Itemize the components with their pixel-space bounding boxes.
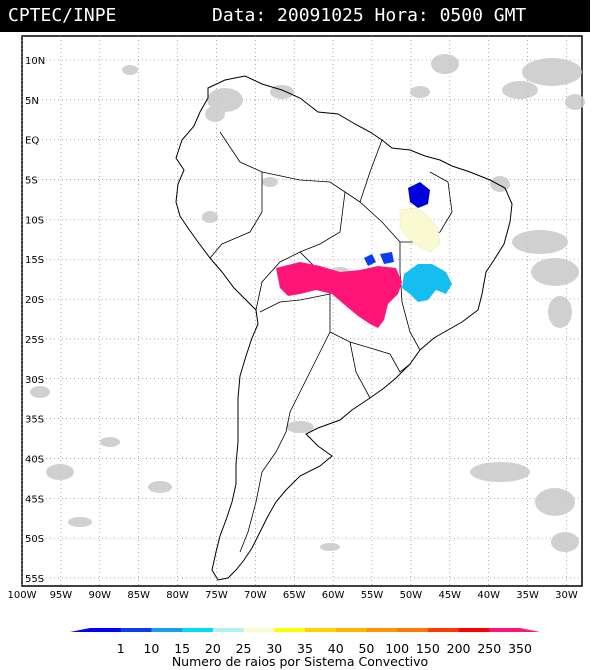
lon-label: 85W <box>127 590 150 601</box>
map-grid <box>21 36 582 586</box>
lat-label: 10S <box>25 215 44 226</box>
lon-label: 35W <box>516 590 539 601</box>
colorbar-segment <box>335 628 367 632</box>
lat-label: 15S <box>25 255 44 266</box>
lon-label: 70W <box>244 590 267 601</box>
lon-label: 50W <box>400 590 423 601</box>
colorbar-segment <box>305 628 337 632</box>
colorbar-segment <box>366 628 398 632</box>
lat-label: 40S <box>25 454 44 465</box>
colorbar-segment <box>397 628 429 632</box>
lon-label: 100W <box>8 590 37 601</box>
colorbar-tick-label: 30 <box>266 641 283 656</box>
colorbar-segment <box>90 628 122 632</box>
colorbar <box>70 628 540 632</box>
datetime-label: Data: 20091025 Hora: 0500 GMT <box>212 5 527 26</box>
lon-label: 45W <box>438 590 461 601</box>
colorbar-segment <box>212 628 245 632</box>
longitude-labels: 100W 95W 90W 85W 80W 75W 70W 65W 60W 55W 50W 45W 40W… <box>8 590 578 601</box>
colorbar-tick-label: 100 <box>385 641 410 656</box>
system-minas <box>402 264 452 302</box>
lat-label: 5S <box>25 175 38 186</box>
colorbar-tick-label: 250 <box>477 641 502 656</box>
colorbar-tick-label: 200 <box>446 641 471 656</box>
colorbar-tick-label: 350 <box>508 641 532 656</box>
colorbar-right-arrow <box>520 628 540 632</box>
source-label: CPTEC/INPE <box>8 5 117 26</box>
colorbar-tick-label: 10 <box>143 641 160 656</box>
lightning-map: 10N5NEQ5S10S15S20S25S30S35S40S45S50S55S … <box>8 35 585 632</box>
lat-label: 5N <box>25 96 39 107</box>
latitude-labels: 10N 5N EQ 5S 10S 15S 20S 25S 30S 35S 40S 45S 50S 55S <box>25 56 45 585</box>
system-central-b <box>380 252 394 264</box>
lat-label: 50S <box>25 534 44 545</box>
system-bahia <box>399 207 441 253</box>
map-border <box>21 35 583 587</box>
country-borders <box>209 131 453 553</box>
lat-label: 25S <box>25 335 44 346</box>
lon-label: 95W <box>50 590 73 601</box>
lat-label: EQ <box>25 136 39 147</box>
colorbar-segment <box>182 628 214 632</box>
lon-label: 40W <box>477 590 500 601</box>
colorbar-tick-label: 150 <box>415 641 440 656</box>
colorbar-caption: Numero de raios por Sistema Convectivo <box>171 654 429 669</box>
colorbar-segment <box>458 628 490 632</box>
colorbar-segment <box>243 628 275 632</box>
colorbar-tick-label: 15 <box>174 641 191 656</box>
colorbar-tick-label: 1 <box>116 641 125 656</box>
convective-systems <box>276 182 452 328</box>
lat-label: 55S <box>25 574 44 585</box>
lon-label: 75W <box>205 590 228 601</box>
map-header: CPTEC/INPE Data: 20091025 Hora: 0500 GMT <box>0 0 590 32</box>
colorbar-left-arrow <box>70 628 90 632</box>
colorbar-segment <box>274 628 306 632</box>
lon-label: 60W <box>322 590 345 601</box>
colorbar-tick-label: 20 <box>204 641 221 656</box>
colorbar-tick-label: 25 <box>235 641 252 656</box>
colorbar-segment <box>489 628 521 632</box>
colorbar-tick-label: 50 <box>358 641 375 656</box>
colorbar-segment <box>151 628 183 632</box>
system-northeast <box>408 182 430 208</box>
colorbar-segment <box>427 628 460 632</box>
system-paraguay <box>276 262 402 328</box>
system-central-a <box>364 254 376 266</box>
south-america-coastline <box>175 75 513 581</box>
lat-label: 45S <box>25 494 44 505</box>
lon-label: 30W <box>555 590 578 601</box>
colorbar-segment <box>120 628 152 632</box>
colorbar-tick-label: 40 <box>327 641 344 656</box>
lat-label: 10N <box>25 56 45 67</box>
lat-label: 30S <box>25 375 44 386</box>
lon-label: 80W <box>166 590 189 601</box>
lat-label: 35S <box>25 415 44 426</box>
colorbar-tick-label: 35 <box>297 641 313 656</box>
lat-label: 20S <box>25 295 44 306</box>
lon-label: 65W <box>283 590 306 601</box>
cloud-cover <box>30 54 585 552</box>
lon-label: 55W <box>361 590 384 601</box>
lon-label: 90W <box>88 590 111 601</box>
